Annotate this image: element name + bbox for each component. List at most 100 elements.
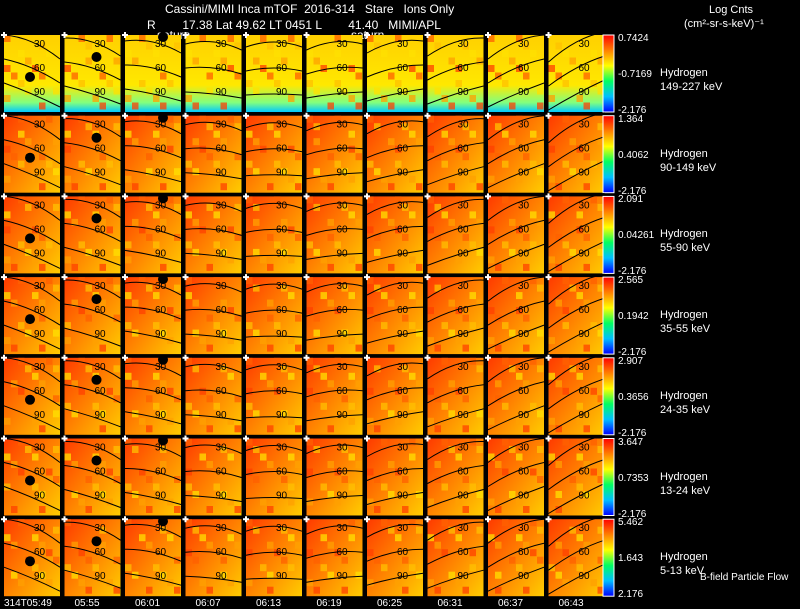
- heatmap-cell: [288, 417, 295, 425]
- heatmap-cell: [11, 461, 18, 468]
- heatmap-cell: [320, 402, 327, 410]
- heatmap-cell: [206, 425, 213, 433]
- heatmap-cell: [199, 337, 206, 345]
- contour-line: [124, 88, 182, 102]
- heatmap-cell: [590, 196, 597, 204]
- heatmap-cell: [395, 196, 402, 204]
- heatmap-cell: [99, 425, 106, 433]
- heatmap-cell: [167, 307, 174, 315]
- heatmap-cell: [341, 476, 348, 483]
- heatmap-cell: [348, 534, 355, 542]
- heatmap-cell: [153, 50, 160, 57]
- heatmap-cell: [18, 241, 25, 249]
- contour-line: [64, 142, 121, 162]
- heatmap-cell: [367, 35, 374, 42]
- contour-line: [548, 539, 605, 571]
- contour-line: [245, 335, 303, 338]
- heatmap-cell: [18, 322, 25, 330]
- heatmap-cell: [4, 211, 11, 219]
- heatmap-cell: [334, 307, 341, 315]
- heatmap-cell: [274, 322, 281, 330]
- heatmap-cell: [569, 248, 576, 256]
- heatmap-cell: [32, 453, 39, 461]
- grid-cross: [485, 354, 491, 361]
- contour-label: 60: [34, 224, 46, 235]
- heatmap-cell: [11, 153, 18, 161]
- heatmap-cell: [174, 556, 181, 564]
- heatmap-cell: [246, 468, 253, 476]
- heatmap-cell: [502, 357, 509, 365]
- contour-line: [245, 416, 303, 419]
- colorbar: [603, 115, 614, 193]
- contour-label: 90: [579, 248, 591, 259]
- contour-line: [245, 67, 303, 72]
- heatmap-cell: [125, 241, 132, 249]
- heatmap-cell: [488, 453, 495, 461]
- heatmap-cell: [220, 491, 227, 498]
- contour-line: [366, 523, 424, 538]
- contour-label: 90: [276, 410, 288, 421]
- grid-cross: [61, 32, 68, 38]
- heatmap-cell: [234, 233, 241, 241]
- contour-line: [185, 525, 242, 535]
- contour-line: [427, 279, 484, 299]
- heatmap-cell: [348, 402, 355, 410]
- heatmap-cell: [160, 102, 167, 110]
- contour-line: [185, 363, 242, 374]
- heatmap-cell: [416, 299, 423, 307]
- heatmap-cell: [327, 541, 334, 549]
- contour-label: 90: [397, 491, 409, 502]
- contour-line: [185, 333, 242, 341]
- heatmap-cell: [39, 425, 46, 433]
- heatmap-cell: [381, 292, 388, 300]
- heatmap-cell: [416, 138, 423, 146]
- contour-label: 60: [95, 305, 107, 316]
- heatmap-cell: [46, 357, 53, 365]
- heatmap-cell: [281, 248, 288, 256]
- contour-line: [3, 34, 61, 60]
- heatmap-cell: [260, 337, 267, 345]
- heatmap-cell: [348, 292, 355, 300]
- contour-line: [306, 283, 363, 293]
- heatmap-cell: [395, 80, 402, 87]
- heatmap-cell: [160, 218, 167, 226]
- heatmap-cell: [569, 138, 576, 146]
- heatmap-cell: [85, 168, 92, 176]
- heatmap-cell: [99, 218, 106, 226]
- contour-line: [548, 240, 605, 272]
- colorbar-min-label: -2.176: [618, 347, 647, 359]
- contour-label: 90: [458, 168, 470, 179]
- contour-label: 90: [458, 571, 470, 582]
- contour-label: 30: [337, 281, 349, 292]
- contour-label: 30: [458, 120, 470, 131]
- heatmap-cell: [402, 314, 409, 322]
- grid-cross: [182, 274, 189, 281]
- heatmap-cell: [555, 263, 562, 271]
- heatmap-cell: [192, 218, 199, 226]
- contour-label: 90: [337, 329, 349, 340]
- contour-line: [427, 384, 484, 404]
- heatmap-cell: [288, 337, 295, 345]
- heatmap-cell: [71, 299, 78, 307]
- heatmap-cell: [455, 387, 462, 395]
- heatmap-cell: [388, 344, 395, 352]
- heatmap-cell: [590, 322, 597, 330]
- contour-line: [548, 459, 605, 490]
- heatmap-cell: [32, 65, 39, 72]
- contour-line: [487, 243, 545, 269]
- heatmap-cell: [583, 344, 590, 352]
- heatmap-cell: [85, 57, 92, 65]
- heatmap-cell: [227, 417, 234, 425]
- heatmap-cell: [409, 211, 416, 219]
- contour-label: 30: [397, 443, 409, 454]
